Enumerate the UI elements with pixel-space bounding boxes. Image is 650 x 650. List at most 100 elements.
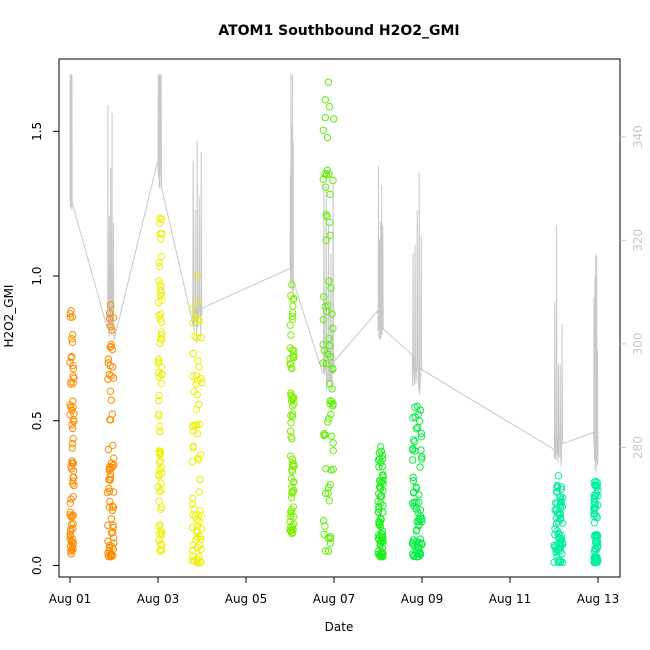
data-point	[323, 133, 332, 142]
data-point	[193, 272, 201, 280]
data-point	[68, 352, 76, 361]
data-point	[67, 520, 76, 529]
data-point	[106, 497, 114, 506]
data-point	[155, 396, 163, 405]
data-point	[321, 522, 329, 530]
data-point	[189, 350, 198, 358]
plot-frame	[58, 58, 621, 578]
data-point	[196, 475, 204, 484]
data-point	[320, 530, 328, 539]
data-point	[104, 445, 113, 454]
data-point	[377, 458, 385, 467]
data-point	[67, 550, 75, 558]
data-point	[379, 476, 387, 485]
data-point	[158, 335, 166, 344]
data-point	[193, 558, 201, 567]
data-point	[290, 520, 298, 528]
data-point	[108, 326, 116, 334]
data-point	[377, 537, 386, 545]
data-point	[106, 541, 114, 550]
data-point	[289, 478, 298, 487]
data-point	[553, 481, 561, 490]
data-point	[69, 330, 77, 339]
data-point	[107, 553, 115, 561]
data-point	[189, 372, 197, 380]
data-point	[67, 403, 75, 411]
data-point	[158, 370, 166, 378]
data-point	[412, 425, 420, 433]
data-point	[289, 393, 298, 401]
data-point	[189, 557, 197, 565]
data-point	[591, 481, 600, 490]
data-point	[329, 465, 337, 473]
data-point	[418, 514, 426, 523]
data-point	[322, 211, 330, 219]
data-point	[194, 357, 202, 365]
x-tick-label: Aug 01	[49, 592, 92, 606]
data-point	[193, 528, 201, 537]
data-point	[591, 532, 599, 541]
data-point	[286, 427, 295, 435]
data-point	[68, 424, 77, 433]
data-point	[288, 529, 296, 538]
data-point	[325, 497, 333, 505]
data-point	[104, 359, 113, 367]
data-point	[558, 503, 566, 511]
data-point	[290, 513, 298, 521]
data-point	[157, 291, 165, 300]
y2-tick-label: 320	[631, 229, 645, 252]
data-point	[324, 418, 332, 426]
data-point	[409, 473, 417, 482]
data-point	[156, 229, 164, 238]
data-point	[320, 293, 328, 301]
data-point	[378, 455, 387, 463]
data-point	[158, 503, 166, 511]
data-point	[154, 355, 163, 363]
data-point	[590, 519, 599, 527]
data-point	[69, 477, 77, 485]
data-point	[415, 514, 423, 523]
data-point	[551, 499, 560, 507]
flight-cluster	[103, 301, 118, 561]
data-point	[592, 477, 600, 486]
flight-cluster	[188, 272, 206, 567]
data-point	[109, 534, 118, 542]
data-point	[321, 113, 329, 122]
data-point	[157, 331, 166, 339]
data-point	[552, 548, 560, 556]
data-point	[376, 443, 385, 451]
data-point	[326, 231, 334, 240]
data-point	[417, 433, 426, 441]
data-point	[329, 364, 337, 372]
data-point	[109, 521, 117, 529]
data-point	[70, 481, 78, 490]
data-point	[319, 359, 327, 367]
data-point	[155, 488, 164, 496]
data-point	[107, 396, 116, 404]
data-point	[592, 512, 601, 520]
data-point	[104, 375, 112, 383]
data-point	[288, 281, 296, 289]
data-point	[328, 398, 336, 406]
data-point	[414, 509, 422, 517]
data-point	[289, 302, 297, 310]
data-point	[68, 335, 76, 343]
flight-cluster	[286, 281, 298, 538]
data-point	[325, 415, 333, 423]
data-point	[157, 380, 166, 388]
data-point	[415, 498, 423, 507]
data-point	[409, 538, 417, 546]
data-point	[288, 467, 296, 476]
data-point	[417, 429, 426, 438]
data-point	[414, 410, 423, 418]
data-point	[286, 360, 294, 368]
data-point	[321, 489, 330, 498]
data-point	[378, 462, 386, 471]
data-point	[104, 355, 113, 363]
data-point	[554, 518, 562, 526]
flight-extremes	[107, 301, 115, 561]
data-point	[104, 537, 112, 545]
data-point	[288, 364, 296, 373]
data-point	[69, 480, 77, 488]
data-point	[155, 391, 163, 400]
